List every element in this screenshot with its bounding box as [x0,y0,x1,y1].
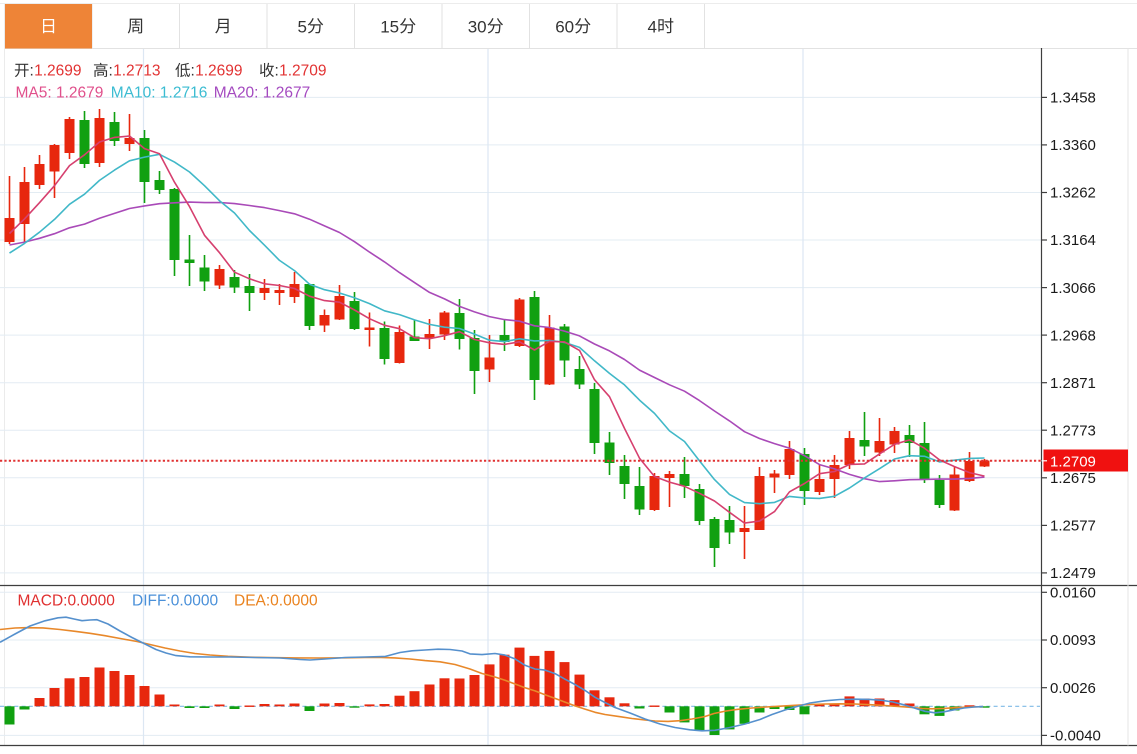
svg-text:1.2577: 1.2577 [1050,518,1096,535]
svg-text:1.3164: 1.3164 [1050,232,1096,249]
svg-text:DIFF:0.0000: DIFF:0.0000 [132,593,219,610]
svg-text:30: 30 [468,18,487,37]
svg-text:MA20: 1.2677: MA20: 1.2677 [214,85,311,102]
svg-text:1.2675: 1.2675 [1050,470,1096,487]
svg-text:1.3360: 1.3360 [1050,137,1096,154]
svg-text:1.2699: 1.2699 [195,63,242,80]
svg-text:1.2699: 1.2699 [34,63,81,80]
svg-text:0.0093: 0.0093 [1050,632,1096,649]
svg-text:0.0160: 0.0160 [1050,585,1096,602]
svg-text::: : [191,63,195,80]
svg-text:-0.0040: -0.0040 [1050,728,1101,745]
svg-text:1.3262: 1.3262 [1050,185,1096,202]
svg-text:1.2871: 1.2871 [1050,375,1096,392]
svg-text:60: 60 [555,18,574,37]
svg-text:15: 15 [380,18,399,37]
svg-text:5: 5 [297,18,306,37]
svg-text::: : [109,63,113,80]
svg-text:MA5: 1.2679: MA5: 1.2679 [16,85,104,102]
svg-text:1.2479: 1.2479 [1050,565,1096,582]
svg-text::: : [30,63,34,80]
svg-text:1.2709: 1.2709 [279,63,326,80]
svg-text:1.3458: 1.3458 [1050,90,1096,107]
svg-text::: : [275,63,279,80]
svg-text:DEA:0.0000: DEA:0.0000 [234,593,318,610]
svg-text:MA10: 1.2716: MA10: 1.2716 [111,85,208,102]
svg-text:1.2773: 1.2773 [1050,422,1096,439]
svg-text:1.2709: 1.2709 [1050,453,1096,470]
svg-text:1.3066: 1.3066 [1050,280,1096,297]
svg-text:MACD:0.0000: MACD:0.0000 [18,593,116,610]
svg-text:1.2968: 1.2968 [1050,327,1096,344]
svg-text:0.0026: 0.0026 [1050,680,1096,697]
svg-text:1.2713: 1.2713 [113,63,160,80]
svg-text:4: 4 [647,18,656,37]
